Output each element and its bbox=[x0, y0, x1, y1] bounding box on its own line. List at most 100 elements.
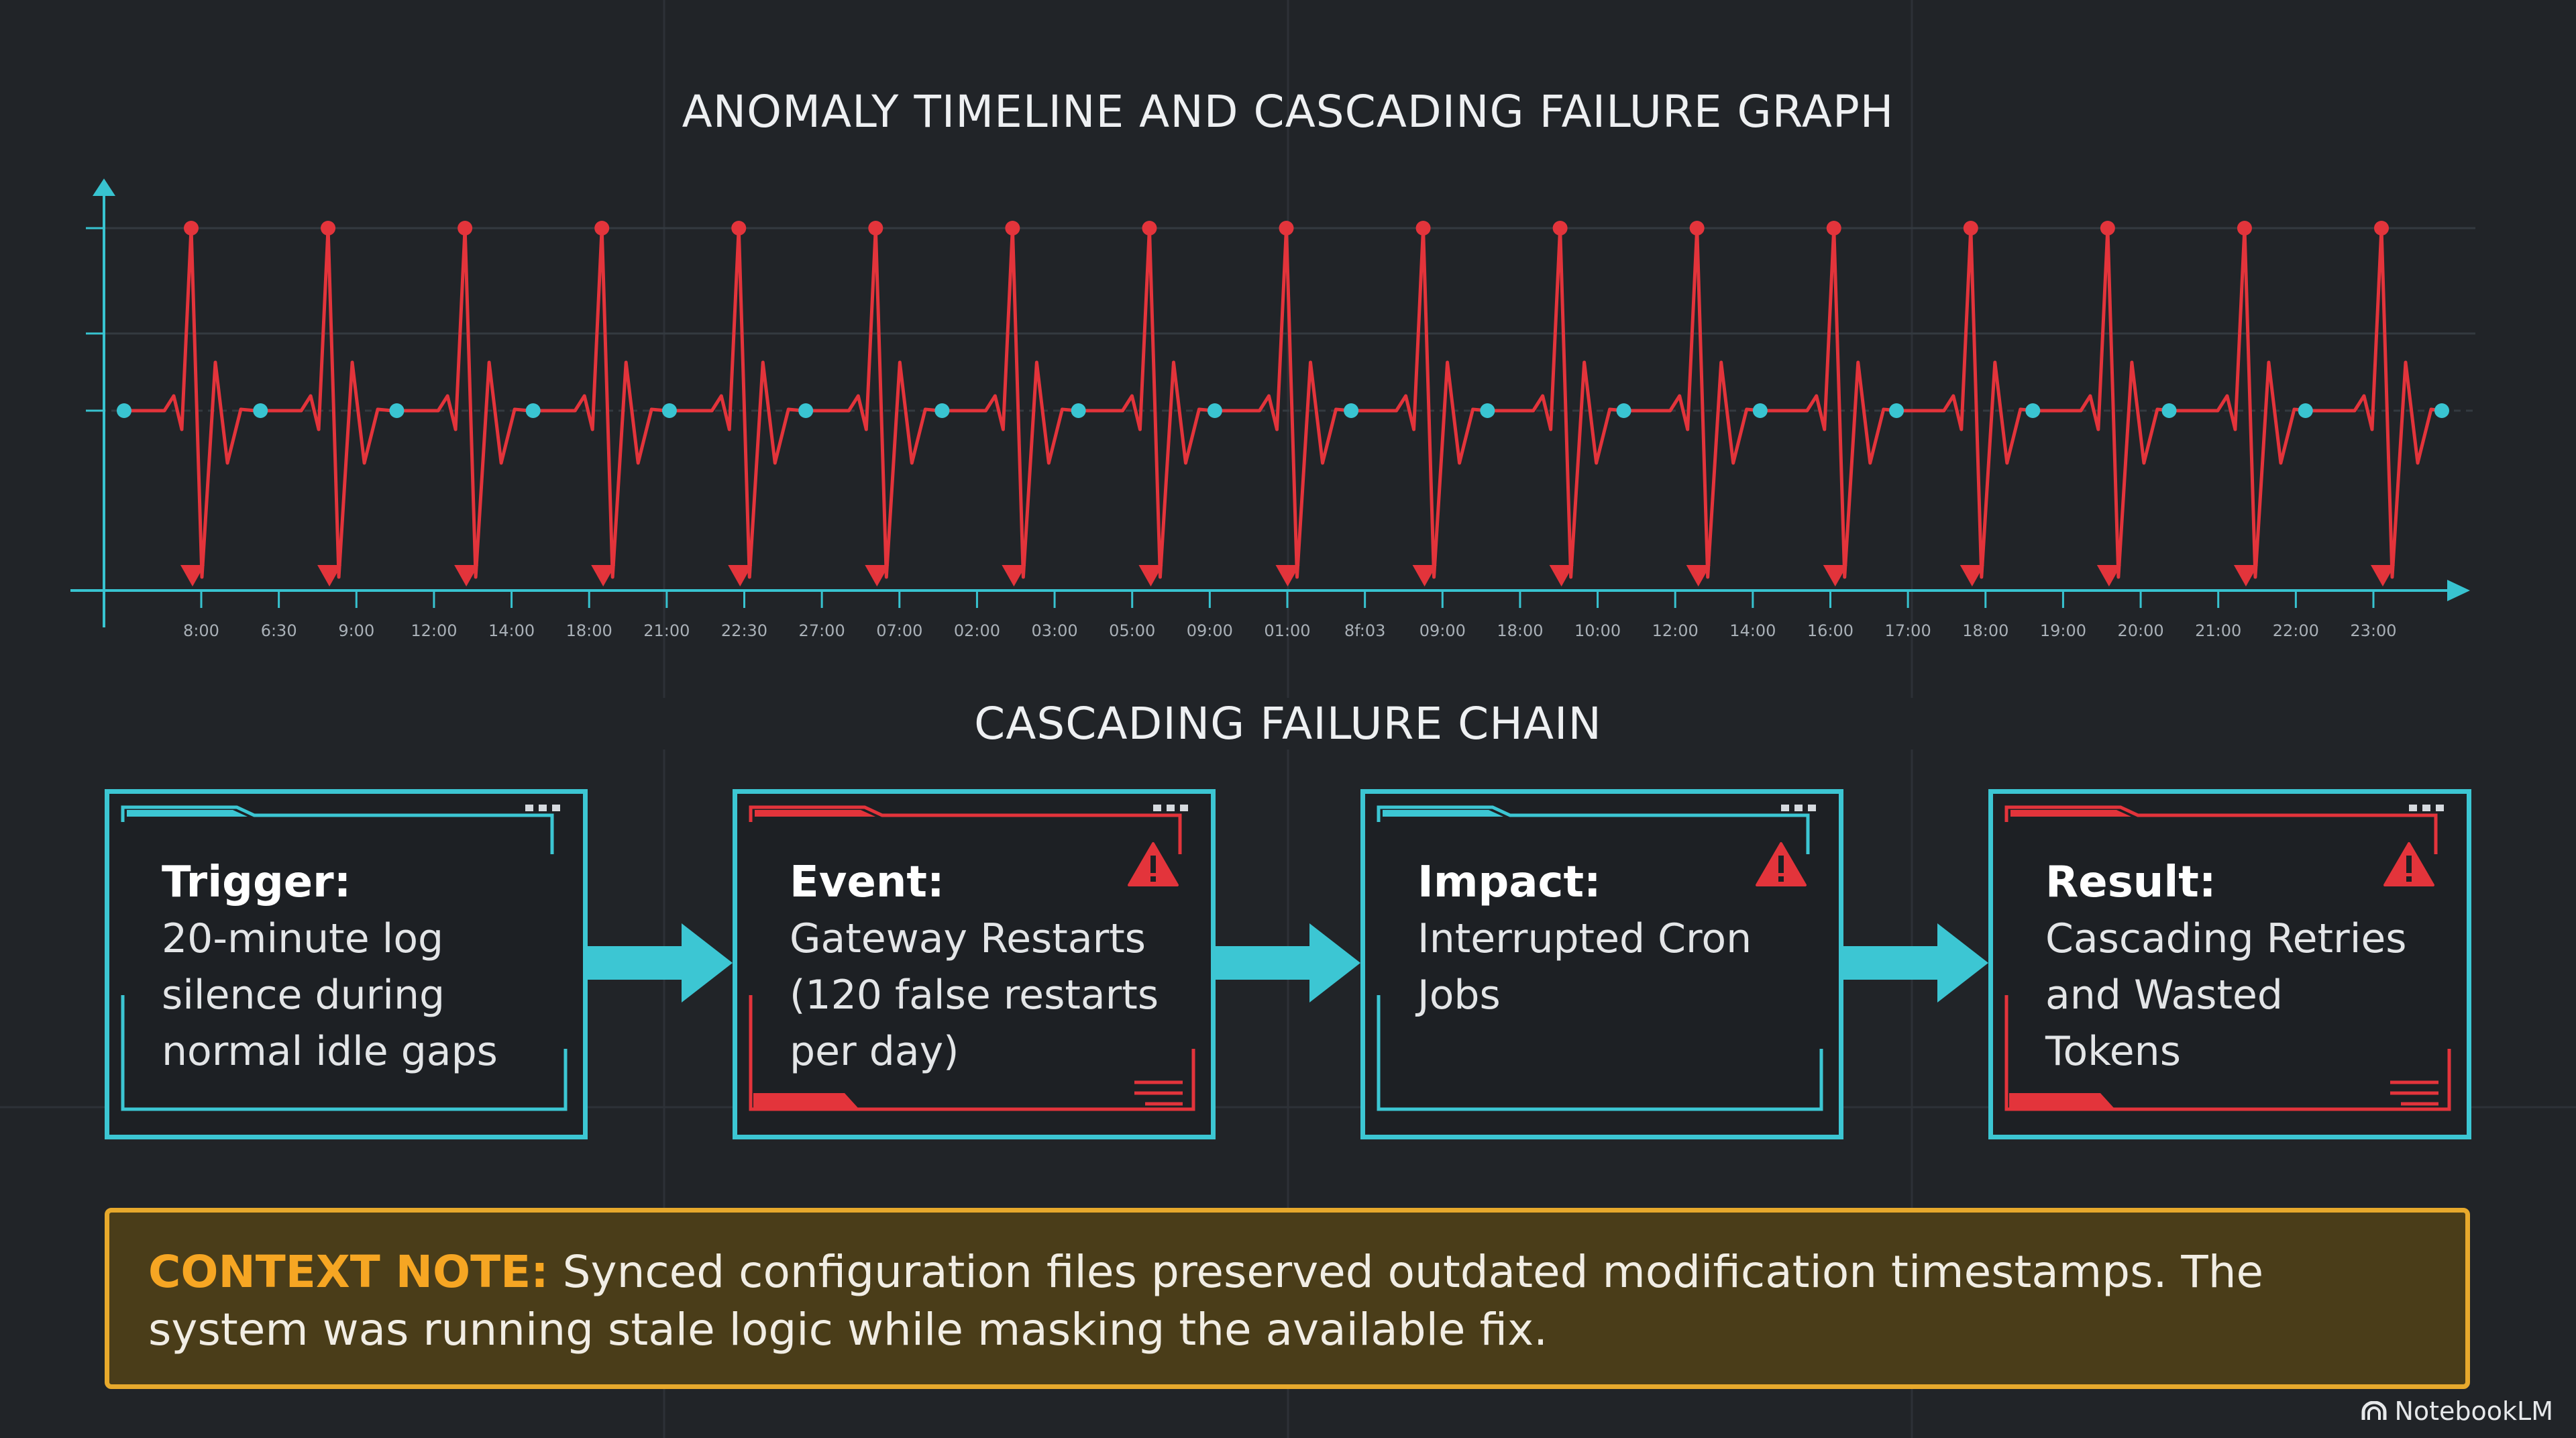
spike-peak-point bbox=[2374, 221, 2389, 236]
baseline-point bbox=[661, 403, 677, 418]
context-note: CONTEXT NOTE: Synced configuration files… bbox=[105, 1208, 2470, 1389]
x-tick-label: 01:00 bbox=[1264, 621, 1310, 640]
baseline-point bbox=[1344, 403, 1359, 418]
spike-peak-point bbox=[1415, 221, 1431, 236]
card-text: Trigger: 20-minute log silence during norma… bbox=[162, 854, 537, 1080]
warning-icon bbox=[1128, 842, 1179, 886]
x-tick-label: 8:00 bbox=[183, 621, 219, 640]
spike-down-arrow-icon bbox=[1138, 565, 1163, 586]
baseline-point bbox=[117, 403, 131, 418]
baseline-point bbox=[1752, 403, 1768, 418]
x-tick-label: 27:00 bbox=[799, 621, 845, 640]
spike-peak-point bbox=[731, 221, 747, 236]
card-heading: Result: bbox=[2045, 858, 2216, 907]
brand-name: NotebookLM bbox=[2394, 1396, 2553, 1426]
x-tick-label: 20:00 bbox=[2117, 621, 2163, 640]
chart-axes bbox=[70, 178, 2470, 627]
spike-down-arrow-icon bbox=[1549, 565, 1574, 586]
spike-peak-point bbox=[1963, 221, 1978, 236]
context-note-text: CONTEXT NOTE: Synced configuration files… bbox=[148, 1243, 2426, 1359]
signal-line bbox=[124, 226, 2446, 579]
chain-card-event: Event: Gateway Restarts (120 false restart… bbox=[733, 789, 1216, 1139]
chart-ticks: 8:00 6:30 9:00 12:00 14:00 18:00 21:00 22:30 27:… bbox=[183, 590, 2397, 640]
anomaly-timeline-chart: 8:00 6:30 9:00 12:00 14:00 18:00 21:00 22:30 27:… bbox=[70, 178, 2475, 640]
warning-icon bbox=[1756, 842, 1807, 886]
x-tick-label: 18:00 bbox=[566, 621, 612, 640]
baseline-point bbox=[934, 403, 950, 418]
x-tick-label: 02:00 bbox=[954, 621, 1000, 640]
x-tick-label: 19:00 bbox=[2040, 621, 2086, 640]
spike-down-arrow-icon bbox=[1823, 565, 1847, 586]
x-tick-label: 18:00 bbox=[1962, 621, 2008, 640]
baseline-point bbox=[389, 403, 405, 418]
spike-down-arrow-icon bbox=[1002, 565, 1026, 586]
spike-peak-point bbox=[321, 221, 336, 236]
spike-peak-point bbox=[594, 221, 610, 236]
card-frame bbox=[2004, 805, 2451, 1111]
spike-peak-point bbox=[1552, 221, 1568, 236]
x-tick-label: 21:00 bbox=[643, 621, 690, 640]
spike-down-arrow-icon bbox=[591, 565, 616, 586]
x-tick-label: 18:00 bbox=[1497, 621, 1543, 640]
x-tick-label: 03:00 bbox=[1031, 621, 1077, 640]
baseline-point bbox=[798, 403, 814, 418]
spike-down-arrow-icon bbox=[728, 565, 753, 586]
card-line: 20-minute log bbox=[162, 915, 444, 962]
spike-down-arrow-icon bbox=[317, 565, 342, 586]
card-frame bbox=[1377, 805, 1823, 1111]
x-tick-label: 14:00 bbox=[1729, 621, 1776, 640]
card-heading: Impact: bbox=[1417, 858, 1601, 907]
brand-badge: NotebookLM bbox=[2361, 1396, 2553, 1426]
baseline-point bbox=[1071, 403, 1086, 418]
x-tick-label: 22:00 bbox=[2273, 621, 2319, 640]
card-line: Jobs bbox=[1417, 972, 1501, 1019]
baseline-point bbox=[1207, 403, 1222, 418]
x-tick-label: 07:00 bbox=[876, 621, 922, 640]
x-tick-label: 12:00 bbox=[411, 621, 457, 640]
chain-card-trigger: Trigger: 20-minute log silence during norma… bbox=[105, 789, 588, 1139]
x-tick-label: 6:30 bbox=[261, 621, 297, 640]
x-tick-label: 23:00 bbox=[2350, 621, 2396, 640]
x-tick-label: 16:00 bbox=[1807, 621, 1854, 640]
baseline-point bbox=[253, 403, 268, 418]
x-tick-label: 09:00 bbox=[1187, 621, 1233, 640]
card-frame bbox=[749, 805, 1195, 1111]
x-tick-label: 09:00 bbox=[1419, 621, 1466, 640]
spike-down-arrow-icon bbox=[454, 565, 479, 586]
spike-down-arrow-icon bbox=[180, 565, 205, 586]
baseline-point bbox=[2161, 403, 2177, 418]
spike-peak-point bbox=[184, 221, 199, 236]
x-tick-label: 14:00 bbox=[488, 621, 535, 640]
card-line: Gateway Restarts bbox=[790, 915, 1146, 962]
spike-peak-point bbox=[1005, 221, 1020, 236]
spike-down-arrow-icon bbox=[1686, 565, 1711, 586]
spike-peak-point bbox=[2100, 221, 2115, 236]
spike-down-arrow-icon bbox=[1275, 565, 1300, 586]
chain-title: CASCADING FAILURE CHAIN bbox=[0, 698, 2576, 750]
graph-title: ANOMALY TIMELINE AND CASCADING FAILURE G… bbox=[682, 86, 1894, 138]
card-text: Event: Gateway Restarts (120 false restart… bbox=[790, 854, 1165, 1080]
chain-card-impact: Impact: Interrupted Cron Jobs bbox=[1360, 789, 1843, 1139]
x-tick-label: 21:00 bbox=[2195, 621, 2241, 640]
chain-arrow-icon bbox=[1216, 919, 1363, 1009]
card-line: Interrupted Cron bbox=[1417, 915, 1752, 962]
chain-arrow-icon bbox=[1843, 919, 1991, 1009]
card-line: Cascading Retries bbox=[2045, 915, 2407, 962]
spike-peak-point bbox=[1279, 221, 1294, 236]
y-axis-arrow-icon bbox=[93, 178, 115, 196]
spike-peak-point bbox=[458, 221, 473, 236]
baseline-point bbox=[1480, 403, 1495, 418]
card-line: silence during bbox=[162, 972, 445, 1019]
baseline-point bbox=[2298, 403, 2313, 418]
spike-down-arrow-icon bbox=[2096, 565, 2121, 586]
x-tick-label: 22:30 bbox=[721, 621, 767, 640]
card-line: normal idle gaps bbox=[162, 1028, 498, 1075]
x-tick-label: 10:00 bbox=[1574, 621, 1621, 640]
baseline-point bbox=[2434, 403, 2449, 418]
baseline-point bbox=[1889, 403, 1904, 418]
baseline-point bbox=[2025, 403, 2041, 418]
x-tick-label: 12:00 bbox=[1652, 621, 1699, 640]
x-tick-label: 9:00 bbox=[338, 621, 374, 640]
card-heading: Trigger: bbox=[162, 858, 352, 907]
